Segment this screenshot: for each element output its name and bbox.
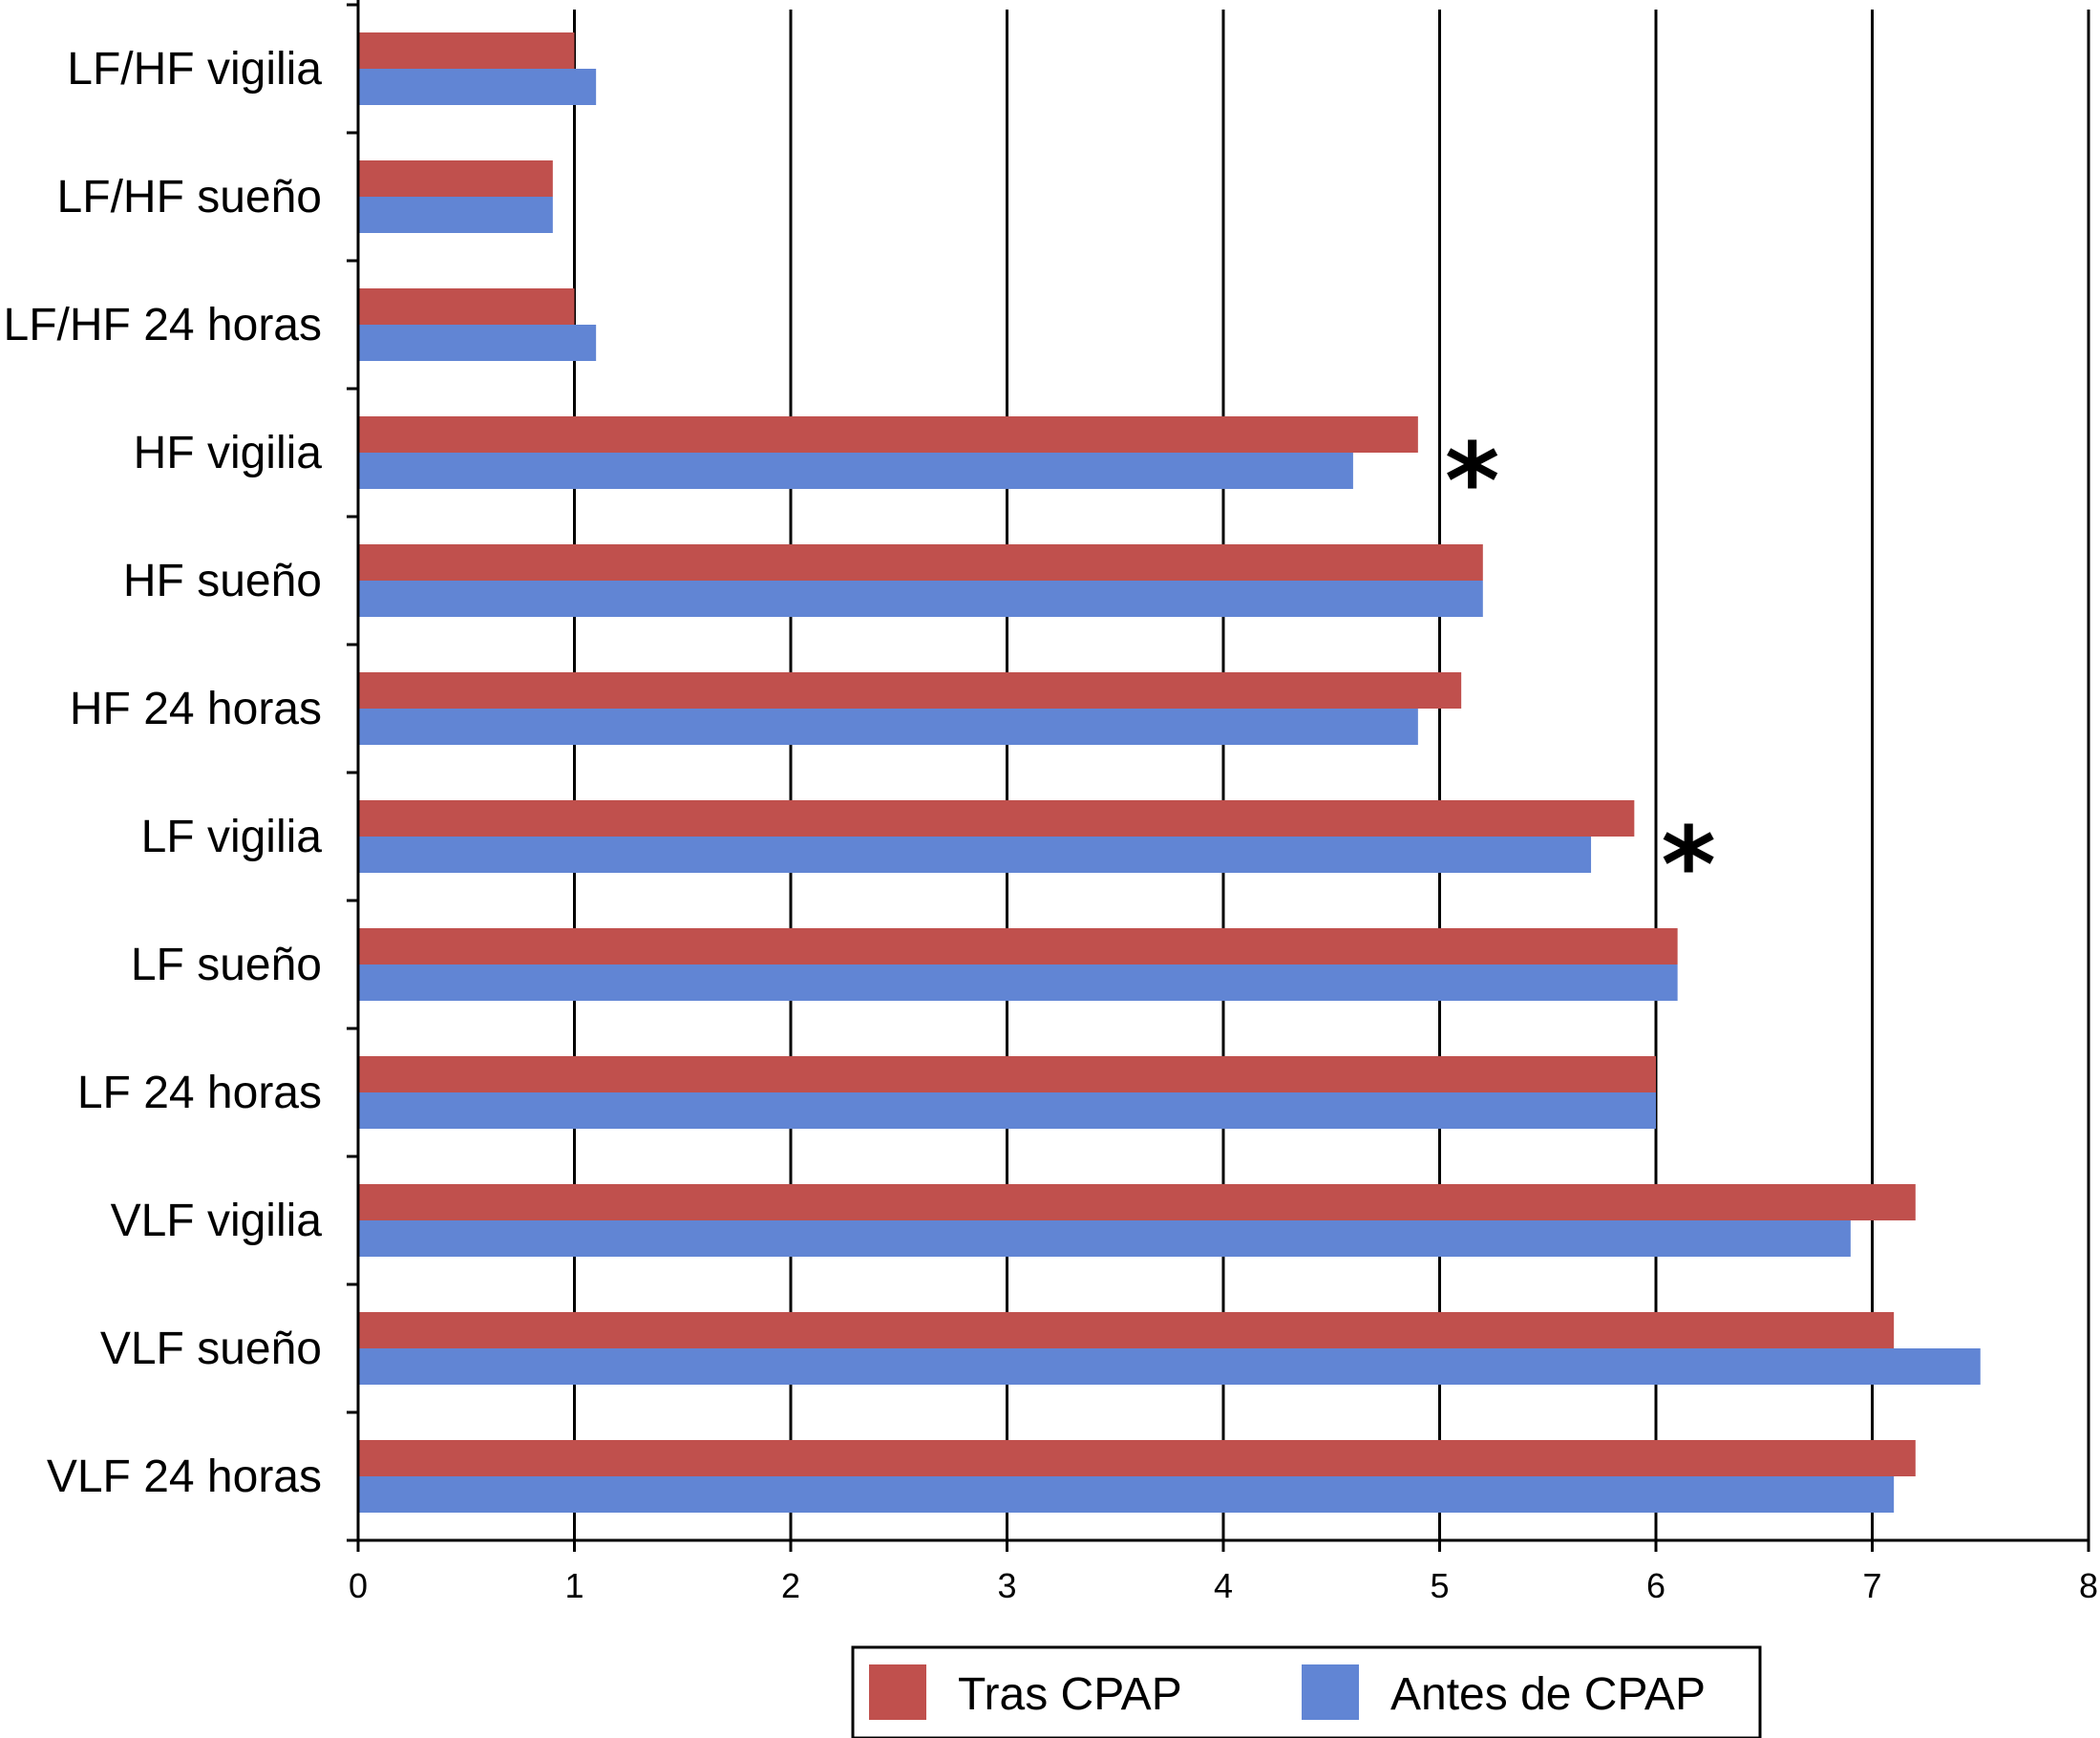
bar-tras-cpap (359, 544, 1483, 581)
bar-tras-cpap (359, 672, 1462, 709)
category-label: LF/HF 24 horas (4, 300, 322, 350)
bar-tras-cpap (359, 1440, 1916, 1476)
x-tick-label: 3 (997, 1566, 1016, 1605)
x-tick-label: 7 (1862, 1566, 1881, 1605)
bar-antes-de-cpap (359, 325, 597, 361)
bar-antes-de-cpap (359, 837, 1592, 873)
bar-antes-de-cpap (359, 1348, 1981, 1385)
bar-tras-cpap (359, 1312, 1895, 1348)
significance-marker: * (1661, 804, 1716, 926)
bar-tras-cpap (359, 288, 575, 325)
gridlines (573, 10, 2090, 1540)
category-label: VLF sueño (100, 1324, 322, 1374)
x-tick-label: 1 (564, 1566, 583, 1605)
x-tick-label: 8 (2079, 1566, 2098, 1605)
bar-antes-de-cpap (359, 69, 597, 105)
bar-antes-de-cpap (359, 964, 1678, 1001)
bar-antes-de-cpap (359, 1092, 1656, 1129)
category-label: LF sueño (131, 940, 322, 990)
bar-antes-de-cpap (359, 581, 1483, 617)
x-tick-label: 5 (1430, 1566, 1449, 1605)
bar-tras-cpap (359, 800, 1635, 837)
category-labels: LF/HF vigilia LF/HF sueño LF/HF 24 horas HF… (4, 44, 323, 1502)
bar-tras-cpap (359, 928, 1678, 964)
legend: Tras CPAP Antes de CPAP (851, 1645, 1762, 1738)
x-tick-labels: 0 1 2 3 4 5 6 7 8 (349, 1566, 2098, 1605)
x-tick-label: 4 (1214, 1566, 1233, 1605)
category-label: LF 24 horas (77, 1068, 322, 1118)
bar-tras-cpap (359, 160, 553, 197)
bar-antes-de-cpap (359, 453, 1353, 489)
category-label: VLF 24 horas (47, 1452, 322, 1502)
bar-antes-de-cpap (359, 709, 1418, 745)
bar-tras-cpap (359, 416, 1418, 453)
legend-label: Antes de CPAP (1390, 1669, 1706, 1720)
bar-tras-cpap (359, 1056, 1656, 1092)
annotations: ** (1445, 420, 1716, 926)
bars (359, 32, 1981, 1513)
category-label: LF/HF vigilia (67, 44, 322, 95)
legend-swatch (869, 1664, 926, 1720)
legend-swatch (1302, 1664, 1359, 1720)
category-label: HF vigilia (134, 428, 323, 478)
bar-tras-cpap (359, 32, 575, 69)
significance-marker: * (1445, 420, 1500, 542)
legend-label: Tras CPAP (958, 1669, 1182, 1720)
category-label: HF sueño (123, 556, 322, 606)
category-label: VLF vigilia (111, 1196, 323, 1246)
bar-tras-cpap (359, 1184, 1916, 1220)
category-label: LF/HF sueño (57, 172, 322, 223)
x-tick-label: 0 (349, 1566, 368, 1605)
x-tick-label: 2 (781, 1566, 800, 1605)
category-label: LF vigilia (141, 812, 323, 862)
bar-antes-de-cpap (359, 1220, 1851, 1257)
category-label: HF 24 horas (70, 684, 322, 734)
axes (347, 0, 2090, 1552)
x-tick-label: 6 (1646, 1566, 1665, 1605)
bar-antes-de-cpap (359, 1476, 1895, 1513)
bar-antes-de-cpap (359, 197, 553, 233)
